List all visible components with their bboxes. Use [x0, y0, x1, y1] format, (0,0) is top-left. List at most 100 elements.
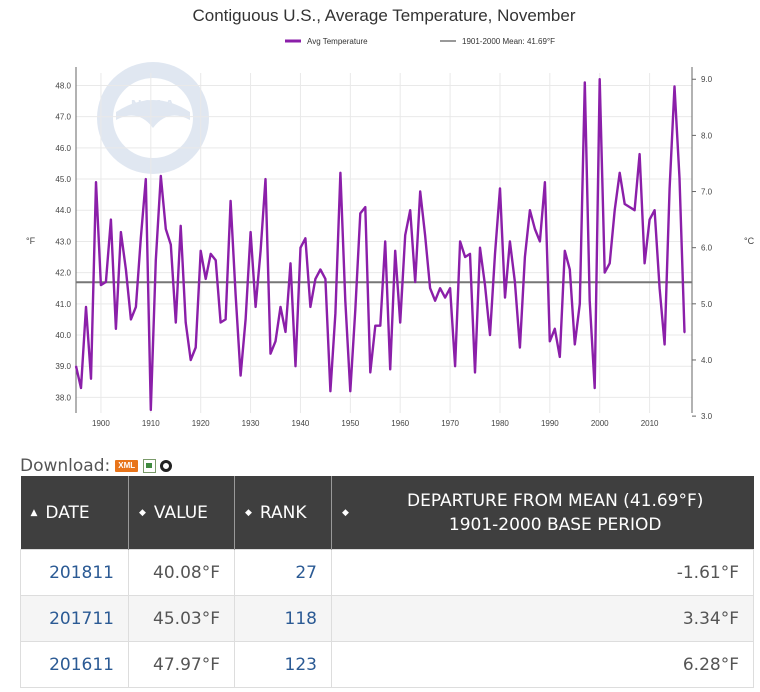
- data-point: [135, 306, 137, 308]
- data-point: [314, 278, 317, 280]
- sort-asc-icon: ▲: [30, 507, 38, 518]
- data-point: [194, 346, 197, 349]
- noaa-logo: NOAA: [97, 62, 209, 174]
- data-point: [573, 343, 576, 346]
- download-row: Download: XML: [20, 455, 173, 477]
- legend-mean-label: 1901-2000 Mean: 41.69°F: [462, 37, 555, 46]
- data-point: [115, 327, 117, 330]
- data-point: [80, 387, 82, 389]
- data-point: [359, 212, 362, 215]
- sort-both-icon: ◆: [139, 507, 146, 518]
- row-date-link[interactable]: 201611: [20, 641, 129, 688]
- y-tick-label-right: 7.0: [701, 188, 713, 197]
- axes: [75, 67, 696, 417]
- row-rank-link[interactable]: 123: [234, 641, 332, 688]
- row-departure: 6.28°F: [331, 641, 754, 688]
- data-point: [219, 321, 222, 324]
- data-point: [544, 181, 546, 183]
- data-point: [164, 228, 167, 230]
- x-tick-label: 1950: [341, 419, 359, 428]
- data-point: [125, 268, 127, 271]
- table-row: 201611 47.97°F 123 6.28°F: [20, 641, 754, 688]
- y-tick-label-left: 39.0: [55, 362, 71, 371]
- data-point: [663, 343, 666, 346]
- data-point: [484, 284, 486, 286]
- table-row: 201811 40.08°F 27 -1.61°F: [20, 549, 754, 596]
- sort-both-icon: ◆: [342, 507, 349, 518]
- data-point: [583, 81, 586, 84]
- row-rank-link[interactable]: 118: [234, 595, 332, 642]
- data-point: [319, 268, 322, 271]
- data-point: [504, 296, 506, 299]
- data-point: [284, 331, 287, 333]
- chart-legend[interactable]: Avg Temperature 1901-2000 Mean: 41.69°F: [285, 37, 555, 46]
- rank-column-header[interactable]: ◆ RANK: [234, 476, 332, 550]
- data-point: [653, 209, 656, 212]
- y-tick-label-left: 40.0: [55, 331, 71, 340]
- x-tick-label: 2010: [641, 419, 659, 428]
- data-point: [334, 312, 337, 314]
- data-point: [588, 299, 591, 302]
- y-tick-label-left: 47.0: [55, 113, 71, 122]
- x-tick-label: 1900: [92, 419, 110, 428]
- data-point: [324, 278, 327, 280]
- data-point: [100, 284, 102, 286]
- table-header-row: ▲ DATE ◆ VALUE ◆ RANK ◆ DEPARTURE FROM MEAN…: [20, 476, 754, 550]
- data-point: [424, 234, 426, 237]
- row-departure: -1.61°F: [331, 549, 754, 596]
- sort-both-icon: ◆: [245, 507, 252, 518]
- chart-title: Contiguous U.S., Average Temperature, No…: [192, 6, 575, 25]
- date-column-header[interactable]: ▲ DATE: [20, 476, 129, 550]
- data-point: [279, 306, 282, 308]
- x-tick-label: 1920: [192, 419, 210, 428]
- data-point: [474, 371, 476, 374]
- data-point: [259, 249, 262, 252]
- data-point: [564, 249, 566, 252]
- data-point: [414, 281, 416, 283]
- data-point: [90, 377, 92, 380]
- data-point: [519, 346, 521, 349]
- row-date-link[interactable]: 201811: [20, 549, 129, 596]
- data-point: [489, 334, 491, 336]
- data-point: [608, 262, 611, 265]
- excel-download-icon[interactable]: [143, 459, 157, 473]
- y-axis-unit-left: °F: [26, 236, 36, 246]
- data-point: [598, 78, 601, 81]
- data-point: [494, 253, 496, 255]
- data-point: [254, 306, 257, 308]
- data-point: [110, 218, 112, 221]
- data-point: [269, 352, 272, 355]
- row-date-link[interactable]: 201711: [20, 595, 129, 642]
- data-point: [643, 262, 646, 265]
- data-point: [638, 153, 641, 155]
- y-tick-label-left: 43.0: [55, 237, 71, 246]
- data-point: [499, 187, 501, 190]
- data-point: [169, 243, 172, 246]
- row-value: 40.08°F: [128, 549, 235, 596]
- row-value: 47.97°F: [128, 641, 235, 688]
- data-point: [404, 234, 406, 237]
- data-point: [529, 209, 531, 212]
- data-point: [678, 177, 681, 179]
- xml-download-button[interactable]: XML: [115, 460, 139, 472]
- x-tick-label: 1990: [541, 419, 559, 428]
- row-rank-link[interactable]: 27: [234, 549, 332, 596]
- data-point: [534, 228, 536, 230]
- data-point: [549, 340, 551, 343]
- data-point: [105, 281, 107, 283]
- chart-area: NOAA Contiguous U.S., Average Temperatur…: [18, 0, 754, 450]
- data-point: [399, 321, 402, 324]
- value-column-header[interactable]: ◆ VALUE: [128, 476, 235, 550]
- y-tick-label-left: 42.0: [55, 269, 71, 278]
- circle-download-icon[interactable]: [160, 460, 173, 472]
- data-point: [159, 175, 162, 177]
- data-point: [389, 368, 392, 371]
- data-point: [209, 253, 212, 255]
- data-point: [329, 390, 332, 392]
- departure-column-header[interactable]: ◆ DEPARTURE FROM MEAN (41.69°F) 1901-2000…: [331, 476, 754, 550]
- data-point: [184, 321, 187, 324]
- data-point: [364, 206, 367, 208]
- data-point: [294, 365, 297, 368]
- y-tick-label-right: 4.0: [701, 356, 713, 365]
- temperature-chart: NOAA Contiguous U.S., Average Temperatur…: [26, 6, 754, 428]
